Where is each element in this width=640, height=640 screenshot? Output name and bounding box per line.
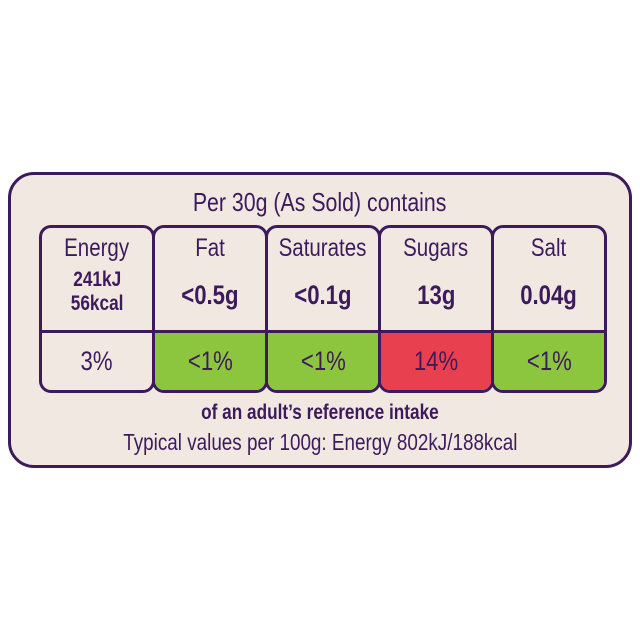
reference-intake-note: of an adult’s reference intake — [201, 401, 439, 424]
nutrient-amount: 0.04g — [520, 280, 578, 310]
nutrient-amount: <0.5g — [181, 280, 239, 310]
nutrient-energy: Energy 241kJ 56kcal 3% — [39, 225, 155, 393]
nutrient-name: Sugars — [403, 234, 469, 262]
nutrient-name: Salt — [531, 234, 567, 262]
nutrient-name: Saturates — [279, 234, 367, 262]
nutrient-amount: 13g — [416, 280, 456, 310]
typical-values-note: Typical values per 100g: Energy 802kJ/18… — [122, 429, 518, 455]
nutrient-salt: Salt 0.04g <1% — [491, 225, 607, 393]
nutrient-sugars: Sugars 13g 14% — [378, 225, 494, 393]
nutrient-saturates: Saturates <0.1g <1% — [265, 225, 381, 393]
nutrient-name: Fat — [195, 234, 225, 262]
nutrition-label: Per 30g (As Sold) contains Energy 241kJ 5… — [8, 172, 632, 468]
nutrient-percent: 14% — [381, 333, 491, 390]
nutrient-fat: Fat <0.5g <1% — [152, 225, 268, 393]
label-heading: Per 30g (As Sold) contains — [193, 187, 447, 217]
nutrient-percent: <1% — [494, 333, 604, 390]
nutrient-percent: <1% — [268, 333, 378, 390]
nutrient-amount: <0.1g — [294, 280, 352, 310]
nutrient-name: Energy — [64, 234, 130, 262]
nutrient-percent: <1% — [155, 333, 265, 390]
nutrient-percent: 3% — [80, 346, 114, 376]
nutrient-amount: 241kJ 56kcal — [70, 268, 124, 315]
nutrient-cells: Energy 241kJ 56kcal 3% Fat <0.5g <1% Satu… — [39, 225, 607, 393]
